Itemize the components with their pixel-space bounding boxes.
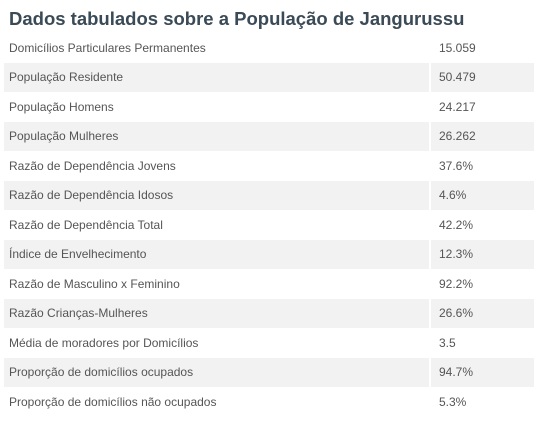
row-value: 37.6% (429, 151, 534, 181)
row-label: Razão Crianças-Mulheres (4, 298, 430, 329)
page-title: Dados tabulados sobre a População de Jan… (9, 8, 465, 29)
row-value: 5.3% (429, 387, 534, 417)
table-row: Proporção de domicílios ocupados 94.7% (4, 357, 534, 388)
row-label: Média de moradores por Domicílios (4, 328, 430, 358)
row-value: 12.3% (429, 239, 534, 270)
row-label: Índice de Envelhecimento (4, 239, 430, 270)
row-label: Razão de Dependência Jovens (4, 151, 430, 181)
row-value: 3.5 (429, 328, 534, 358)
table-row: População Mulheres 26.262 (4, 121, 534, 152)
table-row: Razão Crianças-Mulheres 26.6% (4, 298, 534, 329)
row-value: 26.6% (429, 298, 534, 329)
row-label: Razão de Dependência Total (4, 210, 430, 240)
row-value: 4.6% (429, 180, 534, 211)
table-row: Domicílios Particulares Permanentes 15.05… (4, 33, 534, 63)
row-value: 42.2% (429, 210, 534, 240)
table-row: População Residente 50.479 (4, 62, 534, 93)
row-value: 15.059 (429, 33, 534, 63)
table-row: Média de moradores por Domicílios 3.5 (4, 328, 534, 358)
table-row: Proporção de domicílios não ocupados 5.3% (4, 387, 534, 417)
row-label: População Mulheres (4, 121, 430, 152)
row-label: Proporção de domicílios ocupados (4, 357, 430, 388)
row-label: População Homens (4, 92, 430, 122)
row-label: Domicílios Particulares Permanentes (4, 33, 430, 63)
table-row: Razão de Dependência Jovens 37.6% (4, 151, 534, 181)
row-label: Razão de Dependência Idosos (4, 180, 430, 211)
row-value: 24.217 (429, 92, 534, 122)
row-label: Proporção de domicílios não ocupados (4, 387, 430, 417)
table-row: Índice de Envelhecimento 12.3% (4, 239, 534, 270)
table-row: População Homens 24.217 (4, 92, 534, 122)
table-row: Razão de Dependência Total 42.2% (4, 210, 534, 240)
table-row: Razão de Dependência Idosos 4.6% (4, 180, 534, 211)
population-table: Domicílios Particulares Permanentes 15.05… (4, 33, 534, 417)
row-label: População Residente (4, 62, 430, 93)
row-value: 50.479 (429, 62, 534, 93)
row-value: 26.262 (429, 121, 534, 152)
row-value: 92.2% (429, 269, 534, 299)
row-value: 94.7% (429, 357, 534, 388)
table-row: Razão de Masculino x Feminino 92.2% (4, 269, 534, 299)
table-body: Domicílios Particulares Permanentes 15.05… (4, 33, 534, 417)
row-label: Razão de Masculino x Feminino (4, 269, 430, 299)
